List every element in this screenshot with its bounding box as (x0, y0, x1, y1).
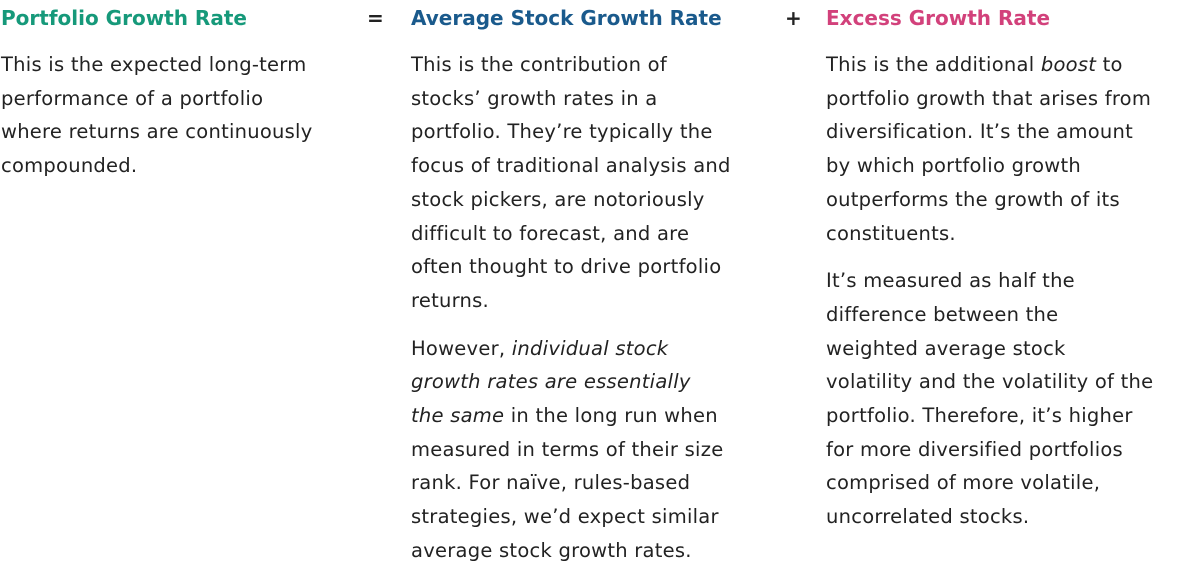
text-line: performance of a portfolio (1, 86, 264, 110)
text-line: often thought to drive portfolio (411, 255, 722, 279)
text-line: difficult to forecast, and are (411, 221, 690, 245)
text-line: This is the contribution of (411, 53, 667, 76)
text-line: by which portfolio growth (826, 154, 1081, 178)
average-description: This is the contribution of stocks’ grow… (411, 48, 731, 318)
text-plain: to (1096, 53, 1123, 76)
text-emphasis: growth rates are essentially (411, 370, 691, 394)
text-line: portfolio growth that arises from (826, 86, 1152, 110)
text-line: growth rates are essentially (411, 365, 731, 399)
text-line: uncorrelated stocks. (826, 505, 1030, 529)
text-emphasis: boost (1040, 53, 1097, 76)
portfolio-description: This is the expected long-term performan… (1, 48, 313, 183)
text-line: stock pickers, are notoriously (411, 187, 705, 211)
text-line: It’s measured as half the (826, 269, 1075, 293)
text-line: comprised of more volatile, (826, 471, 1101, 495)
text-line: where returns are continuously (1, 120, 313, 144)
excess-measurement-paragraph: It’s measured as half the difference bet… (826, 264, 1153, 534)
text-plain: However, (411, 336, 512, 360)
text-line: returns. (411, 288, 489, 312)
portfolio-growth-rate-title: Portfolio Growth Rate (1, 6, 247, 30)
text-emphasis: the same (411, 404, 505, 428)
text-line: portfolio. They’re typically the (411, 120, 713, 144)
text-line: However, individual stock (411, 332, 731, 366)
text-line: diversification. It’s the amount (826, 120, 1134, 144)
equals-sign: = (367, 6, 384, 30)
excess-column: This is the additional boost to portfoli… (826, 48, 1153, 548)
text-line: volatility and the volatility of the (826, 370, 1154, 394)
text-line: average stock growth rates. (411, 538, 692, 562)
excess-description: This is the additional boost to portfoli… (826, 48, 1153, 250)
average-stock-growth-rate-title: Average Stock Growth Rate (411, 6, 722, 30)
plus-sign: + (785, 6, 802, 30)
text-line: This is the expected long-term (1, 53, 307, 76)
text-line: outperforms the growth of its (826, 187, 1120, 211)
text-line: the same in the long run when (411, 399, 731, 433)
text-line: focus of traditional analysis and (411, 154, 731, 178)
text-line: constituents. (826, 221, 956, 245)
average-column: This is the contribution of stocks’ grow… (411, 48, 731, 582)
text-line: for more diversified portfolios (826, 437, 1123, 461)
text-plain: in the long run when (504, 404, 718, 428)
text-emphasis: individual stock (511, 336, 669, 360)
text-line: compounded. (1, 154, 138, 178)
text-line: portfolio. Therefore, it’s higher (826, 404, 1133, 428)
text-line: rank. For naïve, rules-based (411, 471, 691, 495)
text-line: measured in terms of their size (411, 437, 724, 461)
text-line: This is the additional boost to (826, 48, 1153, 82)
text-line: weighted average stock (826, 336, 1066, 360)
text-line: stocks’ growth rates in a (411, 86, 658, 110)
text-line: difference between the (826, 302, 1059, 326)
text-plain: This is the additional (826, 53, 1041, 76)
excess-growth-rate-title: Excess Growth Rate (826, 6, 1051, 30)
average-however-paragraph: However, individual stock growth rates a… (411, 332, 731, 568)
portfolio-column: This is the expected long-term performan… (1, 48, 313, 197)
text-line: strategies, we’d expect similar (411, 505, 719, 529)
